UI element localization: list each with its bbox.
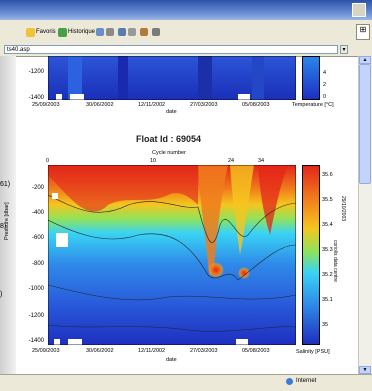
- favorites-label: Favoris: [36, 29, 56, 35]
- history-label: Historique: [68, 29, 96, 35]
- top-colorbar-tick: 4: [323, 70, 327, 76]
- side-label-1: 61): [0, 181, 11, 188]
- main-xtick-label: 25/09/2003: [32, 348, 60, 354]
- temperature-colorbar: [302, 56, 320, 100]
- top-xtick-label: 05/08/2003: [242, 102, 270, 108]
- cycle-tick: 0: [46, 158, 50, 164]
- main-ytick-label: -800: [31, 261, 44, 267]
- main-colorbar-tick: 35.5: [322, 197, 333, 203]
- contour-line: [48, 324, 296, 332]
- temperature-band: [252, 56, 264, 100]
- main-colorbar-tick: 35.2: [322, 272, 333, 278]
- main-colorbar-tick: 35.3: [322, 247, 333, 253]
- status-zone-label: Internet: [296, 378, 317, 384]
- cycle-axis-label: Cycle number: [152, 150, 186, 156]
- status-bar: [0, 374, 372, 391]
- window-title-bar: [0, 0, 372, 20]
- salinity-intrusion: [230, 165, 254, 255]
- research-icon[interactable]: [152, 28, 160, 36]
- top-ytick-label: -1200: [28, 69, 44, 75]
- temperature-section-plot: [48, 56, 296, 100]
- top-ytick-label: -1400: [28, 95, 44, 101]
- temperature-band: [68, 56, 82, 100]
- top-xaxis-label: date: [166, 109, 177, 115]
- missing-data-patch: [56, 233, 68, 247]
- top-colorbar-tick: 2: [323, 82, 327, 88]
- temperature-band: [118, 56, 128, 100]
- main-colorbar-tick: 35.4: [322, 222, 333, 228]
- print-icon[interactable]: [106, 28, 114, 36]
- edit-icon[interactable]: [118, 28, 126, 36]
- pressure-axis-label: Pressure [dbar]: [4, 202, 10, 240]
- main-xtick-label: 27/03/2003: [190, 348, 218, 354]
- plot-date-stamp: 29/10/2003: [340, 196, 346, 222]
- main-colorbar-label: Salinity [PSU]: [296, 349, 330, 355]
- main-ytick-label: -1200: [28, 313, 44, 319]
- main-xtick-label: 12/11/2002: [138, 348, 166, 354]
- internet-globe-icon: [286, 378, 293, 385]
- scroll-up-icon[interactable]: ▲: [359, 56, 371, 64]
- contour-line: [48, 284, 296, 301]
- address-dropdown-icon[interactable]: ▾: [340, 45, 348, 54]
- main-ytick-label: -1400: [28, 338, 44, 344]
- browser-toolbar: [0, 20, 372, 45]
- mail-icon[interactable]: [96, 28, 104, 36]
- top-colorbar-label: Temperature [°C]: [292, 102, 334, 108]
- side-label-2: 8): [0, 223, 7, 230]
- left-panel-edge: [0, 56, 16, 374]
- main-xaxis-label: date: [166, 357, 177, 363]
- main-ytick-label: -600: [31, 235, 44, 241]
- side-label-3: ): [0, 291, 3, 298]
- window-close-button[interactable]: [352, 3, 366, 17]
- cycle-tick: 34: [258, 158, 265, 164]
- main-ytick-label: -400: [31, 210, 44, 216]
- main-ytick-label: -1000: [28, 286, 44, 292]
- data-centre-credit: coriolis data centre: [332, 240, 338, 282]
- salinity-section-plot: [48, 165, 296, 345]
- salinity-eddy: [238, 267, 250, 279]
- favorites-star-icon: [26, 27, 35, 37]
- missing-data-patch: [56, 94, 62, 100]
- missing-data-patch: [68, 339, 82, 345]
- cycle-tick: 24: [228, 158, 235, 164]
- cycle-tick: 10: [150, 158, 157, 164]
- salinity-eddy: [208, 262, 224, 278]
- main-xtick-label: 05/08/2003: [242, 348, 270, 354]
- contour-line: [48, 194, 296, 243]
- top-xtick-label: 25/09/2003: [32, 102, 60, 108]
- favorites-button[interactable]: Favoris: [26, 25, 56, 39]
- salinity-intrusion: [198, 165, 228, 276]
- missing-data-patch: [52, 193, 58, 199]
- surface-salinity-layer: [48, 165, 198, 212]
- missing-data-patch: [236, 339, 248, 345]
- scroll-down-icon[interactable]: ▼: [359, 366, 371, 374]
- address-input[interactable]: ts40.asp: [4, 45, 338, 54]
- main-colorbar-tick: 35: [322, 322, 329, 328]
- scrollbar-thumb[interactable]: [359, 64, 371, 184]
- messenger-icon[interactable]: [140, 28, 148, 36]
- plot-title: Float Id : 69054: [136, 134, 202, 144]
- main-ytick-label: -200: [31, 185, 44, 191]
- top-xtick-label: 27/03/2003: [190, 102, 218, 108]
- history-icon: [58, 27, 67, 37]
- top-colorbar-tick: 0: [323, 94, 327, 100]
- missing-data-patch: [70, 94, 84, 100]
- missing-data-patch: [54, 339, 60, 345]
- history-button[interactable]: Historique: [58, 25, 95, 39]
- contour-line: [48, 219, 296, 281]
- top-xtick-label: 30/06/2002: [86, 102, 114, 108]
- salinity-colorbar: [302, 165, 320, 345]
- discuss-icon[interactable]: [128, 28, 136, 36]
- main-colorbar-tick: 35.6: [322, 172, 333, 178]
- windows-logo-icon: ⊞: [356, 24, 370, 40]
- top-xtick-label: 12/11/2002: [138, 102, 166, 108]
- salinity-intrusion: [258, 165, 288, 235]
- main-colorbar-tick: 35.1: [322, 297, 333, 303]
- temperature-band: [198, 56, 212, 100]
- missing-data-patch: [238, 94, 250, 100]
- main-xtick-label: 30/06/2002: [86, 348, 114, 354]
